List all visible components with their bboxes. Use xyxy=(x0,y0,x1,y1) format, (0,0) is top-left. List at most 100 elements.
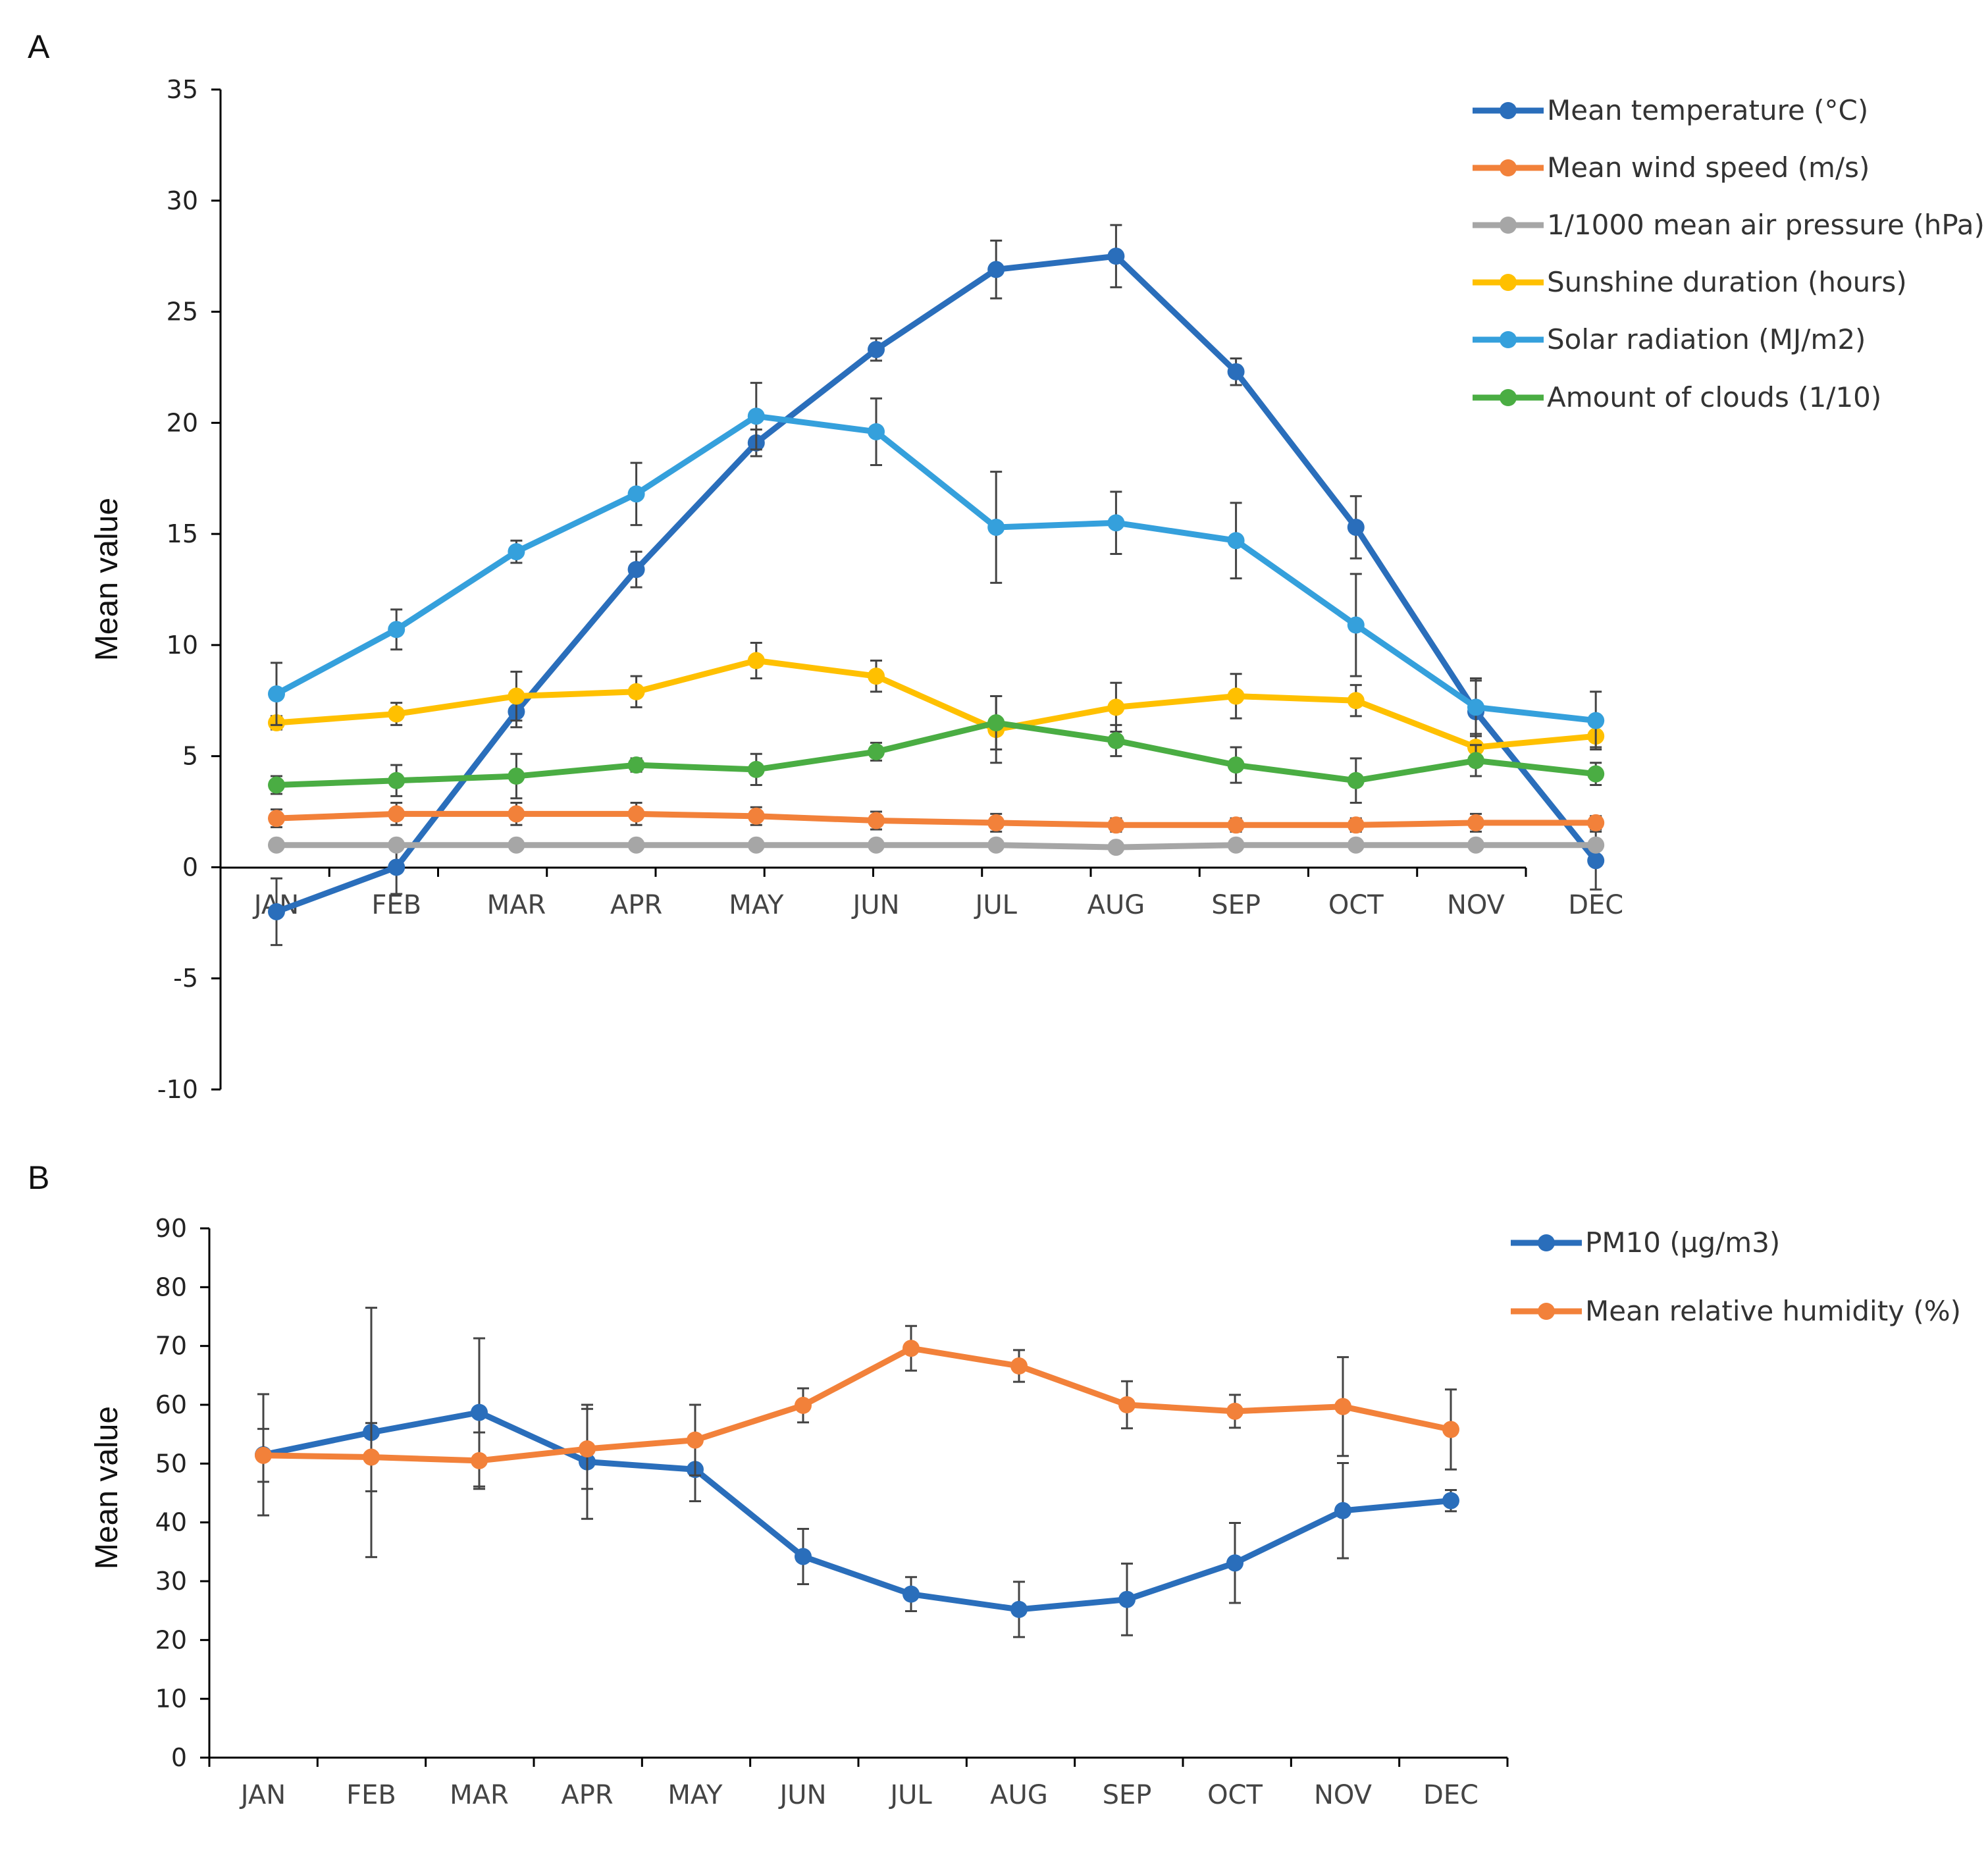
y-tick-label: 0 xyxy=(171,1743,187,1772)
data-point xyxy=(627,561,645,579)
y-tick-label: 50 xyxy=(155,1449,187,1478)
legend-swatch-marker xyxy=(1500,331,1517,348)
data-point xyxy=(1107,698,1125,716)
legend-item-mean-relative-humidity: Mean relative humidity (%) xyxy=(1511,1295,1961,1327)
panel-a-y-ticks: -10 -5 0 5 10 15 20 25 30 35 xyxy=(157,75,221,1104)
x-tick-label: MAR xyxy=(487,890,546,920)
x-tick-label: DEC xyxy=(1423,1780,1478,1810)
y-tick-label: 40 xyxy=(155,1508,187,1537)
legend-label: Sunshine duration (hours) xyxy=(1547,266,1907,298)
x-tick-label: SEP xyxy=(1103,1780,1152,1810)
legend-item-mean-temperature: Mean temperature (°C) xyxy=(1473,94,1868,126)
y-tick-label: 10 xyxy=(155,1685,187,1714)
data-point xyxy=(902,1585,920,1603)
x-tick-label: JUL xyxy=(974,890,1018,920)
legend-item-air-pressure: 1/1000 mean air pressure (hPa) xyxy=(1473,209,1985,241)
legend-label: Mean wind speed (m/s) xyxy=(1547,151,1870,184)
legend-swatch-marker xyxy=(1500,217,1517,234)
series-1 xyxy=(268,802,1605,834)
data-point xyxy=(1467,752,1484,770)
data-point xyxy=(471,1452,488,1469)
data-point xyxy=(1107,839,1125,856)
data-point xyxy=(1334,1502,1351,1519)
series-1 xyxy=(255,1324,1459,1492)
x-tick-label: SEP xyxy=(1211,890,1261,920)
legend-swatch-marker xyxy=(1500,274,1517,291)
panel-b-axes xyxy=(208,1228,1507,1759)
data-point xyxy=(1442,1492,1459,1509)
data-point xyxy=(868,423,885,440)
data-point xyxy=(795,1396,812,1414)
data-point xyxy=(1010,1357,1028,1375)
y-tick-label: 60 xyxy=(155,1390,187,1419)
data-point xyxy=(1227,816,1245,834)
data-point xyxy=(1010,1600,1028,1618)
data-point xyxy=(868,812,885,829)
data-point xyxy=(1467,698,1484,716)
x-tick-label: AUG xyxy=(1087,890,1145,920)
data-point xyxy=(388,705,405,723)
data-point xyxy=(363,1448,380,1466)
data-point xyxy=(1227,532,1245,550)
x-tick-label: FEB xyxy=(346,1780,396,1810)
series-line xyxy=(276,842,1596,851)
data-point xyxy=(747,807,765,825)
x-tick-label: MAY xyxy=(667,1780,723,1810)
data-point xyxy=(627,756,645,774)
x-tick-label: DEC xyxy=(1568,890,1623,920)
legend-label: PM10 (µg/m3) xyxy=(1585,1226,1780,1259)
data-point xyxy=(1587,712,1605,729)
data-point xyxy=(1587,836,1605,854)
x-tick-label: NOV xyxy=(1447,890,1505,920)
data-point xyxy=(1442,1421,1459,1438)
legend-item-amount-of-clouds: Amount of clouds (1/10) xyxy=(1473,381,1881,413)
data-point xyxy=(508,805,525,823)
legend-swatch-marker xyxy=(1500,389,1517,406)
y-tick-label: -10 xyxy=(157,1075,198,1104)
y-tick-label: 30 xyxy=(155,1567,187,1596)
data-point xyxy=(627,485,645,503)
data-point xyxy=(1118,1396,1136,1413)
data-point xyxy=(1226,1554,1243,1572)
data-point xyxy=(747,760,765,778)
data-point xyxy=(268,685,285,703)
x-tick-label: MAR xyxy=(450,1780,509,1810)
data-point xyxy=(1587,765,1605,783)
series-line xyxy=(275,253,1598,915)
legend-swatch-marker xyxy=(1500,102,1517,119)
data-point xyxy=(268,903,285,920)
panel-a-legend: Mean temperature (°C) Mean wind speed (m… xyxy=(1473,94,1985,413)
panel-b-legend: PM10 (µg/m3) Mean relative humidity (%) xyxy=(1511,1226,1961,1327)
data-point xyxy=(747,407,765,425)
data-point xyxy=(902,1340,920,1357)
data-point xyxy=(268,776,285,794)
data-point xyxy=(1347,816,1365,834)
data-point xyxy=(388,836,405,854)
x-tick-label: JAN xyxy=(239,1780,286,1810)
series-line xyxy=(276,658,1596,750)
data-point xyxy=(508,768,525,785)
panel-a-axes xyxy=(219,90,1526,1089)
legend-label: Mean temperature (°C) xyxy=(1547,94,1868,126)
data-point xyxy=(1227,756,1245,774)
series-4 xyxy=(268,382,1605,751)
data-point xyxy=(388,772,405,789)
data-point xyxy=(255,1446,272,1464)
x-tick-label: APR xyxy=(610,890,662,920)
data-point xyxy=(987,714,1005,732)
data-point xyxy=(1226,1402,1243,1420)
data-point xyxy=(868,743,885,760)
data-point xyxy=(1347,772,1365,789)
series-2 xyxy=(268,836,1605,856)
data-point xyxy=(388,858,405,876)
panel-b-y-ticks: 0 10 20 30 40 50 60 70 80 90 xyxy=(155,1214,209,1772)
data-point xyxy=(747,652,765,669)
y-tick-label: 20 xyxy=(155,1625,187,1654)
legend-item-solar-radiation: Solar radiation (MJ/m2) xyxy=(1473,323,1866,355)
x-tick-label: JUN xyxy=(778,1780,827,1810)
x-tick-label: AUG xyxy=(990,1780,1048,1810)
data-point xyxy=(1587,852,1605,870)
data-point xyxy=(268,810,285,827)
